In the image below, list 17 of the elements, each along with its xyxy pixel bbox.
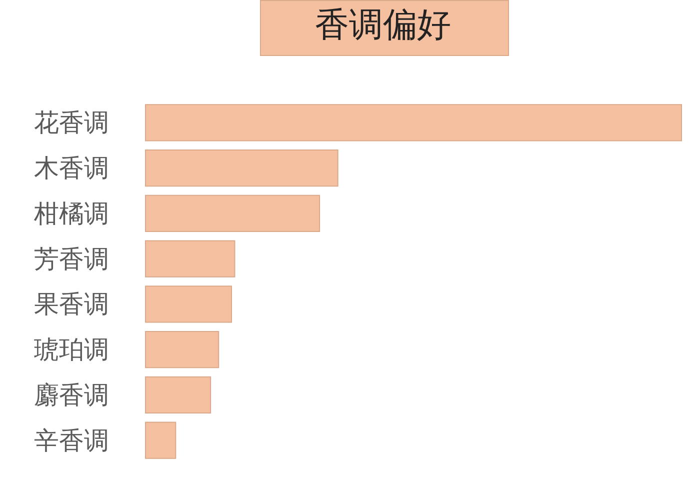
chart-title: 香调偏好 [315, 5, 451, 45]
y-tick-label: 木香调 [34, 154, 109, 183]
bar [145, 240, 236, 278]
y-tick-label: 花香调 [34, 108, 109, 138]
bar [145, 330, 220, 368]
y-tick-label: 麝香调 [34, 380, 109, 410]
bar [145, 286, 232, 323]
bar [145, 376, 212, 414]
y-tick-label: 琥珀调 [34, 335, 109, 364]
bar [145, 149, 338, 187]
y-tick-label: 果香调 [34, 290, 109, 319]
y-tick-label: 辛香调 [34, 426, 109, 455]
bar [145, 422, 176, 459]
bar [145, 104, 682, 142]
y-tick-label: 柑橘调 [33, 198, 109, 228]
y-tick-label: 芳香调 [34, 244, 109, 274]
bar [145, 194, 320, 232]
